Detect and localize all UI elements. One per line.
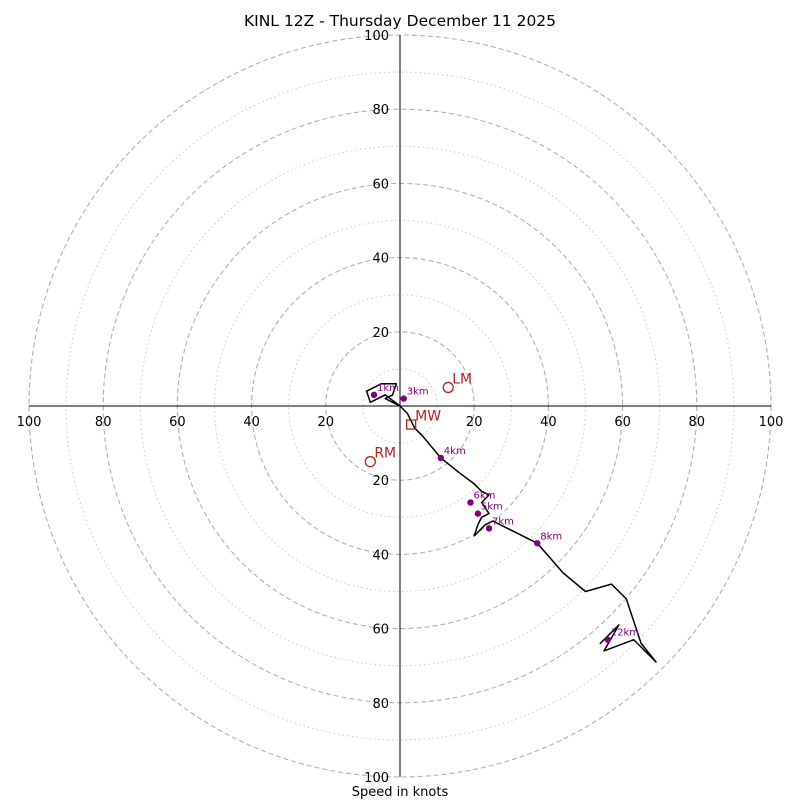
y-tick-label: 60 — [372, 177, 389, 192]
hodograph-line — [365, 382, 657, 663]
y-tick-label: 100 — [364, 771, 389, 786]
height-marker-dot — [474, 510, 482, 517]
height-marker-label: 6km — [473, 490, 495, 501]
x-axis-label: Speed in knots — [352, 785, 449, 800]
x-tick-label: 80 — [689, 415, 706, 430]
x-tick-label: 20 — [466, 415, 483, 430]
height-marker-dot — [437, 454, 445, 462]
height-marker-dot — [400, 395, 407, 402]
x-tick-label: 100 — [759, 415, 784, 430]
tick-labels: 100 80 60 40 20 20 40 60 80 100 100 80 60 40 20 20 40 60 8… — [17, 29, 784, 786]
y-tick-label: 60 — [372, 623, 389, 638]
height-marker-label: 8km — [540, 531, 562, 542]
chart-title: KINL 12Z - Thursday December 11 2025 — [244, 12, 556, 30]
height-marker-label: 4km — [444, 446, 466, 457]
x-tick-label: 60 — [614, 415, 631, 430]
x-tick-label: 100 — [17, 415, 42, 430]
height-marker-dot — [604, 636, 611, 643]
x-tick-label: 20 — [318, 415, 335, 430]
y-tick-label: 20 — [372, 474, 389, 489]
y-tick-label: 80 — [372, 103, 389, 118]
x-tick-label: 60 — [169, 415, 186, 430]
height-marker-dot — [534, 540, 541, 547]
y-tick-label: 40 — [372, 252, 389, 267]
storm-motion-label: RM — [374, 446, 396, 462]
height-marker-label: 12km — [611, 628, 639, 639]
mean-wind-marker — [405, 419, 417, 430]
storm-motion-marker — [364, 455, 376, 468]
height-marker-dot — [485, 525, 493, 532]
x-tick-label: 40 — [540, 415, 557, 430]
y-tick-label: 80 — [372, 697, 389, 712]
storm-motion-markers: LM RM MW — [364, 371, 472, 468]
storm-motion-marker — [442, 381, 454, 394]
y-tick-label: 100 — [364, 29, 389, 44]
height-marker-label: 1km — [377, 383, 399, 394]
height-marker-dot — [467, 499, 474, 506]
height-marker-label: 7km — [492, 516, 514, 527]
storm-motion-label: MW — [415, 409, 441, 425]
y-tick-label: 20 — [372, 326, 389, 341]
height-marker-label: 3km — [407, 387, 429, 398]
x-tick-label: 40 — [243, 415, 260, 430]
hodograph-trace-group — [365, 382, 657, 663]
x-tick-label: 80 — [95, 415, 112, 430]
height-marker-label: 5km — [481, 502, 503, 513]
y-tick-label: 40 — [372, 548, 389, 563]
height-marker-dot — [370, 391, 378, 399]
storm-motion-label: LM — [452, 371, 472, 387]
